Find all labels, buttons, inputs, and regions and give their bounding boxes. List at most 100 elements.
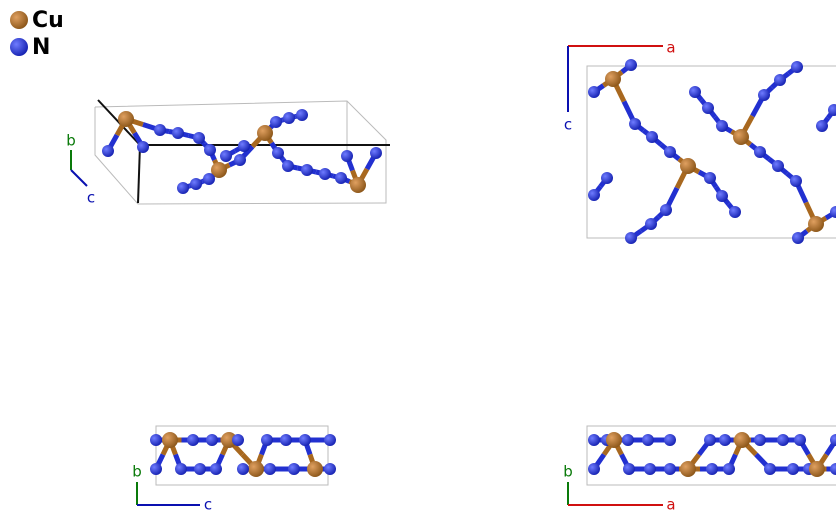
axis-label: b	[563, 463, 573, 481]
n-atom	[204, 144, 216, 156]
n-atom	[816, 120, 828, 132]
n-atom	[301, 164, 313, 176]
n-atom	[704, 172, 716, 184]
n-atom	[642, 434, 654, 446]
axis-label: b	[132, 463, 142, 481]
n-atom	[280, 434, 292, 446]
n-atom	[261, 434, 273, 446]
n-atom	[370, 147, 382, 159]
n-atom	[324, 434, 336, 446]
n-atom	[830, 463, 836, 475]
n-atom	[296, 109, 308, 121]
n-atom	[794, 434, 806, 446]
legend-swatch	[10, 11, 28, 29]
n-atom	[588, 189, 600, 201]
n-atom	[283, 112, 295, 124]
n-atom	[175, 463, 187, 475]
axis-label: c	[204, 496, 212, 510]
n-atom	[172, 127, 184, 139]
cu-atom	[257, 125, 273, 141]
n-atom	[622, 434, 634, 446]
n-atom	[154, 124, 166, 136]
n-atom	[719, 434, 731, 446]
n-atom	[723, 463, 735, 475]
n-atom	[787, 463, 799, 475]
n-atom	[716, 120, 728, 132]
cu-atom	[733, 129, 749, 145]
legend-label: N	[32, 35, 50, 60]
cell-edge	[587, 66, 836, 238]
cu-atom	[248, 461, 264, 477]
n-atom	[774, 74, 786, 86]
n-atom	[177, 182, 189, 194]
n-atom	[102, 145, 114, 157]
n-atom	[792, 232, 804, 244]
n-atom	[203, 173, 215, 185]
cu-atom	[680, 158, 696, 174]
n-atom	[335, 172, 347, 184]
n-atom	[237, 463, 249, 475]
n-atom	[588, 463, 600, 475]
n-atom	[646, 131, 658, 143]
n-atom	[754, 146, 766, 158]
n-atom	[150, 463, 162, 475]
n-atom	[664, 146, 676, 158]
n-atom	[282, 160, 294, 172]
n-atom	[187, 434, 199, 446]
axis-line	[71, 170, 87, 186]
cu-atom	[606, 432, 622, 448]
axis-label: b	[66, 132, 76, 150]
n-atom	[272, 147, 284, 159]
n-atom	[588, 434, 600, 446]
n-atom	[220, 150, 232, 162]
legend-label: Cu	[32, 8, 64, 33]
n-atom	[644, 463, 656, 475]
n-atom	[288, 463, 300, 475]
cell-axis	[138, 145, 140, 203]
n-atom	[238, 140, 250, 152]
n-atom	[150, 434, 162, 446]
n-atom	[660, 204, 672, 216]
cu-atom	[350, 177, 366, 193]
n-atom	[777, 434, 789, 446]
n-atom	[137, 141, 149, 153]
cu-atom	[307, 461, 323, 477]
n-atom	[764, 463, 776, 475]
n-atom	[264, 463, 276, 475]
n-atom	[645, 218, 657, 230]
cu-atom	[118, 111, 134, 127]
n-atom	[190, 178, 202, 190]
n-atom	[206, 434, 218, 446]
n-atom	[232, 434, 244, 446]
n-atom	[758, 89, 770, 101]
n-atom	[664, 434, 676, 446]
axis-label: a	[666, 496, 675, 510]
n-atom	[689, 86, 701, 98]
n-atom	[210, 463, 222, 475]
n-atom	[625, 59, 637, 71]
n-atom	[194, 463, 206, 475]
n-atom	[270, 116, 282, 128]
cu-atom	[734, 432, 750, 448]
n-atom	[664, 463, 676, 475]
n-atom	[588, 86, 600, 98]
n-atom	[706, 463, 718, 475]
n-atom	[601, 172, 613, 184]
n-atom	[193, 132, 205, 144]
n-atom	[772, 160, 784, 172]
cu-atom	[808, 216, 824, 232]
n-atom	[234, 154, 246, 166]
n-atom	[754, 434, 766, 446]
n-atom	[324, 463, 336, 475]
n-atom	[716, 190, 728, 202]
n-atom	[299, 434, 311, 446]
axis-label: c	[564, 116, 572, 134]
n-atom	[629, 118, 641, 130]
cu-atom	[680, 461, 696, 477]
n-atom	[729, 206, 741, 218]
structure-views: Cu N b c c a b c b a	[0, 0, 836, 510]
n-atom	[704, 434, 716, 446]
atoms	[102, 59, 836, 477]
n-atom	[791, 61, 803, 73]
axis-label: c	[87, 189, 95, 207]
